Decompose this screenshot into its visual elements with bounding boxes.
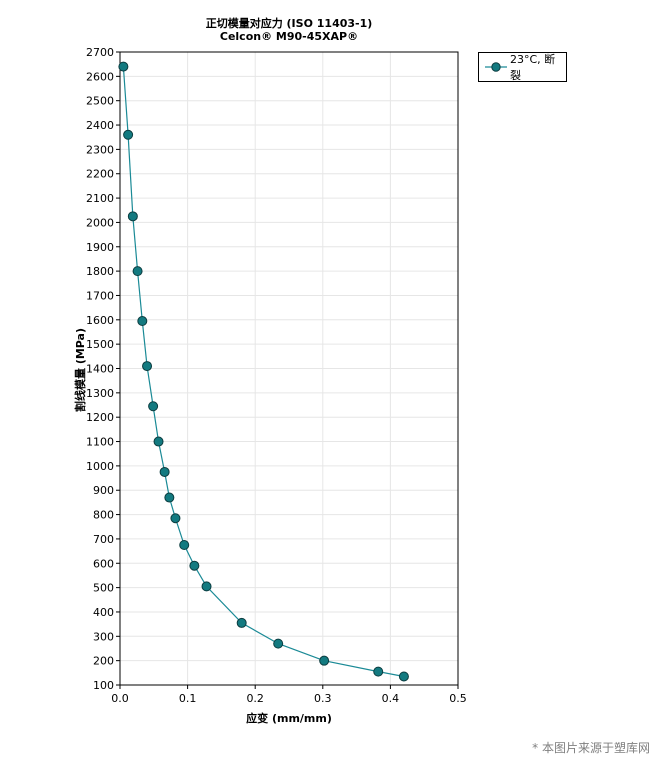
y-tick-label: 800: [93, 509, 114, 522]
data-point: [236, 617, 247, 628]
data-point: [373, 666, 384, 677]
y-tick-label: 1600: [86, 314, 114, 327]
chart-subtitle: Celcon® M90-45XAP®: [219, 30, 359, 43]
y-tick-label: 500: [93, 582, 114, 595]
y-tick-label: 900: [93, 484, 114, 497]
data-point: [319, 655, 330, 666]
legend-marker-icon: [485, 62, 507, 72]
data-point: [153, 436, 164, 447]
y-tick-label: 100: [93, 679, 114, 692]
data-point: [273, 638, 284, 649]
data-point: [189, 560, 200, 571]
y-tick-label: 1300: [86, 387, 114, 400]
x-tick-label: 0.5: [449, 692, 467, 705]
chart-title: 正切模量对应力 (ISO 11403-1): [205, 17, 373, 30]
data-point: [164, 492, 175, 503]
y-tick-label: 2600: [86, 70, 114, 83]
x-tick-label: 0.2: [246, 692, 264, 705]
y-tick-label: 700: [93, 533, 114, 546]
series-line: [122, 66, 405, 678]
y-tick-label: 2500: [86, 95, 114, 108]
data-point: [170, 513, 181, 524]
y-axis-label: 割线模量 (MPa): [74, 327, 87, 413]
x-axis: 0.0 0.1 0.2 0.3 0.4 0.5: [111, 685, 467, 705]
data-point: [123, 129, 134, 140]
data-point: [118, 61, 129, 72]
x-tick-label: 0.4: [382, 692, 400, 705]
y-tick-label: 1400: [86, 363, 114, 376]
legend: 23°C, 断裂: [478, 52, 567, 82]
y-tick-label: 2700: [86, 46, 114, 59]
y-tick-label: 1100: [86, 436, 114, 449]
y-tick-label: 1500: [86, 338, 114, 351]
y-tick-label: 2000: [86, 216, 114, 229]
data-point: [398, 671, 409, 682]
y-tick-label: 2100: [86, 192, 114, 205]
x-axis-label: 应变 (mm/mm): [246, 712, 332, 725]
data-point: [137, 316, 148, 327]
y-tick-label: 400: [93, 606, 114, 619]
y-tick-label: 600: [93, 557, 114, 570]
y-tick-label: 1000: [86, 460, 114, 473]
y-tick-label: 1700: [86, 289, 114, 302]
y-tick-label: 1200: [86, 411, 114, 424]
x-tick-label: 0.0: [111, 692, 129, 705]
y-tick-label: 200: [93, 655, 114, 668]
y-axis: 100 200 300 400 500 600 700 800 900 1000 1100 1200 1…: [86, 46, 120, 692]
y-tick-label: 2400: [86, 119, 114, 132]
grid: [119, 51, 459, 686]
legend-label: 23°C, 断裂: [509, 53, 556, 82]
y-tick-label: 2200: [86, 168, 114, 181]
watermark-text: * 本图片来源于塑库网: [532, 741, 650, 755]
data-point: [132, 266, 143, 277]
data-point: [142, 361, 153, 372]
data-point: [159, 466, 170, 477]
data-point: [127, 211, 138, 222]
y-tick-label: 1900: [86, 241, 114, 254]
x-tick-label: 0.1: [179, 692, 197, 705]
y-tick-label: 300: [93, 630, 114, 643]
y-tick-label: 1800: [86, 265, 114, 278]
series: [118, 61, 409, 682]
data-point: [201, 581, 212, 592]
data-point: [148, 401, 159, 412]
y-tick-label: 2300: [86, 143, 114, 156]
x-tick-label: 0.3: [314, 692, 332, 705]
data-point: [179, 540, 190, 551]
